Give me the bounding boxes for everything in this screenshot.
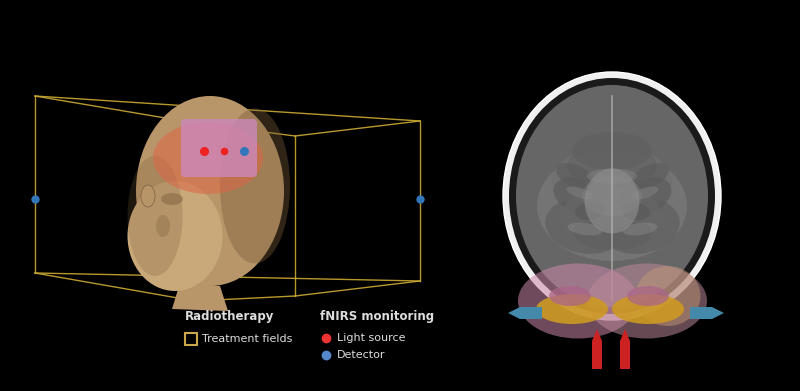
Ellipse shape	[127, 181, 222, 291]
Polygon shape	[712, 307, 724, 319]
Ellipse shape	[608, 222, 652, 249]
Polygon shape	[508, 307, 520, 319]
Ellipse shape	[156, 215, 170, 237]
Ellipse shape	[635, 266, 701, 326]
Ellipse shape	[509, 78, 715, 314]
Ellipse shape	[536, 294, 608, 324]
Ellipse shape	[161, 193, 183, 205]
Polygon shape	[172, 283, 228, 311]
Ellipse shape	[568, 222, 602, 235]
Ellipse shape	[566, 187, 594, 199]
Polygon shape	[592, 329, 602, 341]
Ellipse shape	[567, 143, 657, 188]
Ellipse shape	[618, 177, 671, 215]
Ellipse shape	[572, 132, 652, 170]
Bar	[690, 307, 712, 319]
Text: Light source: Light source	[337, 333, 406, 343]
Ellipse shape	[620, 202, 650, 220]
Ellipse shape	[582, 176, 642, 216]
Ellipse shape	[537, 151, 687, 261]
Ellipse shape	[127, 156, 182, 276]
Ellipse shape	[552, 146, 672, 216]
Ellipse shape	[622, 222, 658, 235]
Ellipse shape	[587, 264, 707, 339]
Ellipse shape	[575, 202, 605, 220]
Ellipse shape	[141, 185, 155, 207]
Bar	[620, 341, 630, 369]
Ellipse shape	[556, 163, 594, 189]
Ellipse shape	[562, 186, 662, 246]
Ellipse shape	[588, 183, 612, 199]
Ellipse shape	[627, 286, 669, 306]
Bar	[592, 341, 602, 369]
Bar	[520, 307, 542, 319]
Bar	[185, 333, 197, 345]
Text: Radiotherapy: Radiotherapy	[185, 310, 274, 323]
Text: fNIRS monitoring: fNIRS monitoring	[320, 310, 434, 323]
Ellipse shape	[631, 187, 658, 199]
Ellipse shape	[612, 294, 684, 324]
Ellipse shape	[631, 163, 669, 189]
Ellipse shape	[585, 169, 639, 233]
Ellipse shape	[600, 198, 680, 254]
Ellipse shape	[554, 177, 606, 215]
FancyBboxPatch shape	[181, 119, 257, 177]
Ellipse shape	[503, 72, 721, 320]
Text: Detector: Detector	[337, 350, 386, 360]
Ellipse shape	[136, 96, 284, 286]
Ellipse shape	[516, 85, 708, 307]
Ellipse shape	[153, 122, 263, 194]
Ellipse shape	[518, 264, 638, 339]
Text: Treatment fields: Treatment fields	[202, 334, 292, 344]
Ellipse shape	[549, 286, 591, 306]
Polygon shape	[620, 329, 630, 341]
Ellipse shape	[613, 183, 638, 199]
Ellipse shape	[546, 198, 625, 254]
Ellipse shape	[587, 169, 637, 183]
Ellipse shape	[573, 222, 617, 249]
Ellipse shape	[220, 108, 290, 264]
